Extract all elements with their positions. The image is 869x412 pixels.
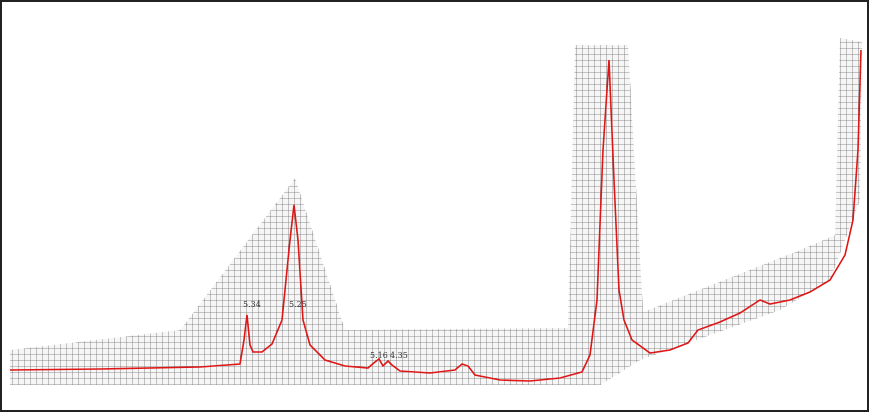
peak-label: 5.16 <box>370 351 388 360</box>
spectrum-trace <box>9 49 862 382</box>
peak-label: 5.25 <box>289 300 307 309</box>
peak-label: 5.34 <box>243 300 261 309</box>
graph-paper <box>10 38 862 385</box>
peak-label: 4.35 <box>390 351 408 360</box>
